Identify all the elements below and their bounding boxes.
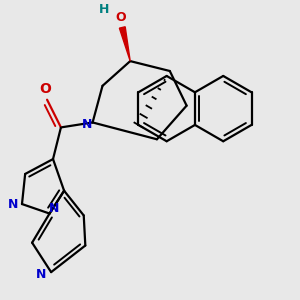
Text: N: N (36, 268, 46, 281)
Text: O: O (115, 11, 126, 24)
Text: N: N (49, 202, 60, 215)
Text: H: H (99, 3, 110, 16)
Polygon shape (119, 27, 130, 61)
Text: O: O (39, 82, 51, 96)
Text: N: N (8, 197, 18, 211)
Text: N: N (82, 118, 92, 131)
